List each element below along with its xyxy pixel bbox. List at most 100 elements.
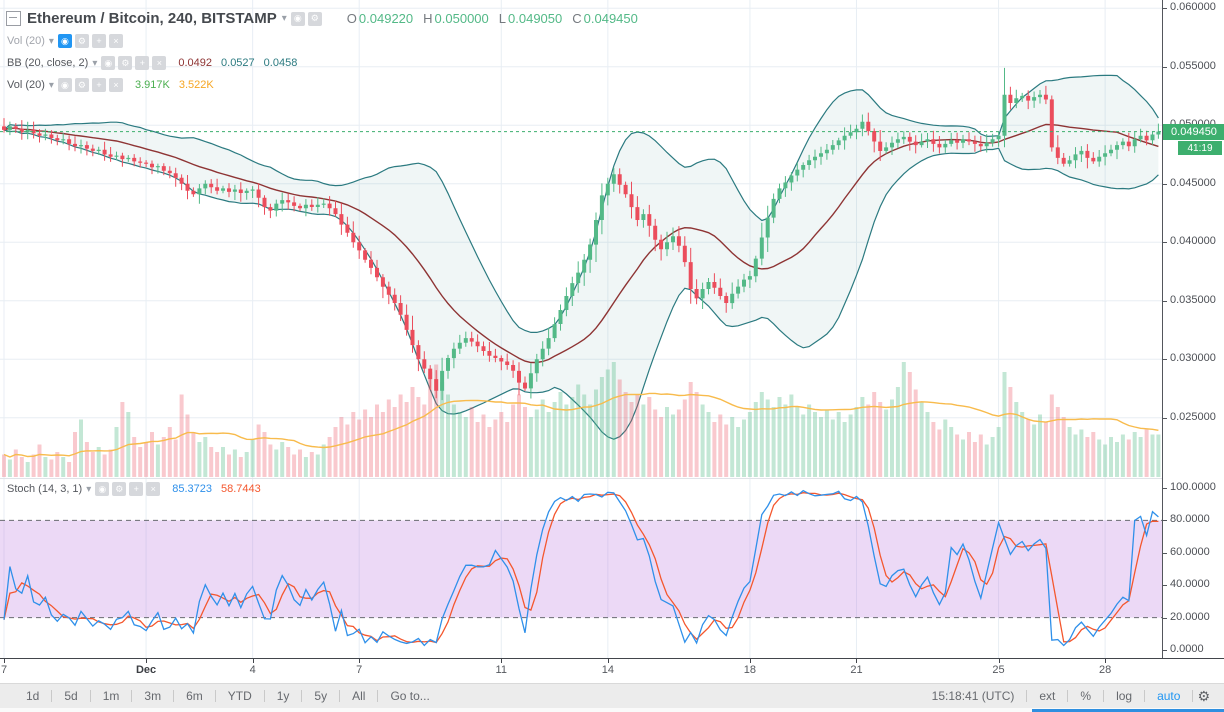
close-value: 0.049450 (583, 11, 638, 26)
eye-icon[interactable]: ◉ (290, 11, 305, 26)
time-tick (607, 659, 609, 663)
eye-icon[interactable]: ◉ (95, 482, 110, 496)
vol-ma-value: 3.522K (178, 79, 214, 91)
plus-icon[interactable]: + (91, 34, 106, 48)
chevron-down-icon[interactable]: ▾ (281, 13, 287, 24)
vol-value: 3.917K (134, 79, 170, 91)
plus-icon[interactable]: + (135, 56, 150, 70)
bar-countdown-badge: 41:19 (1178, 141, 1222, 155)
time-tick (1105, 659, 1107, 663)
percent-scale-button[interactable]: % (1080, 689, 1092, 703)
time-axis-label: 14 (601, 664, 614, 676)
range-button-5y[interactable]: 5y (314, 689, 328, 703)
close-icon[interactable]: × (152, 56, 167, 70)
pane-divider[interactable] (0, 478, 1162, 479)
range-button-6m[interactable]: 6m (186, 689, 203, 703)
high-value: 0.050000 (434, 11, 489, 26)
price-axis-label: 0.045000 (1163, 176, 1216, 189)
stoch-d-value: 58.7443 (221, 483, 261, 495)
divider (377, 690, 379, 702)
goto-button[interactable]: Go to... (390, 689, 430, 703)
divider (173, 690, 175, 702)
chevron-down-icon[interactable]: ▾ (86, 483, 92, 495)
gear-icon[interactable]: ⚙ (74, 78, 89, 92)
stoch-axis-label: 100.0000 (1163, 481, 1216, 493)
range-button-1y[interactable]: 1y (276, 689, 290, 703)
eye-icon[interactable]: ◉ (57, 34, 72, 48)
time-tick (146, 659, 148, 663)
eye-icon[interactable]: ◉ (101, 56, 116, 70)
gear-icon[interactable]: ⚙ (74, 34, 89, 48)
stoch-axis-label: 40.0000 (1163, 578, 1210, 591)
auto-button[interactable]: auto (1157, 689, 1181, 703)
price-chart[interactable] (0, 0, 1162, 478)
log-button[interactable]: log (1116, 689, 1133, 703)
settings-gear-icon[interactable]: ⚙ (1197, 687, 1210, 704)
gear-icon[interactable]: ⚙ (112, 482, 127, 496)
chevron-down-icon[interactable]: ▾ (48, 79, 54, 91)
time-axis[interactable]: 7 Dec 4 7 11 14 18 21 25 28 (0, 658, 1224, 684)
time-axis-label: 7 (356, 664, 363, 676)
collapse-pane-icon[interactable] (6, 11, 21, 26)
time-axis-label: 18 (743, 664, 757, 676)
clock-display[interactable]: 15:18:41 (UTC) (931, 689, 1015, 703)
gear-icon[interactable]: ⚙ (118, 56, 133, 70)
bb-lower-value: 0.0458 (263, 57, 298, 69)
symbol-header: Ethereum / Bitcoin, 240, BITSTAMP ▾ ◉ ⚙ … (6, 10, 638, 27)
range-button-5d[interactable]: 5d (64, 689, 78, 703)
ohlc-readout: O 0.049220 H 0.050000 L 0.049050 C 0.049450 (335, 11, 638, 26)
time-axis-label: Dec (135, 664, 157, 676)
time-axis-label: 28 (1098, 664, 1112, 676)
low-value: 0.049050 (508, 11, 563, 26)
symbol-title[interactable]: Ethereum / Bitcoin, 240, BITSTAMP (27, 10, 277, 27)
eye-icon[interactable]: ◉ (57, 78, 72, 92)
plus-icon[interactable]: + (91, 78, 106, 92)
time-axis-label: 4 (249, 664, 256, 676)
close-icon[interactable]: × (108, 78, 123, 92)
plus-icon[interactable]: + (129, 482, 144, 496)
range-button-1d[interactable]: 1d (26, 689, 40, 703)
chevron-down-icon[interactable]: ▾ (48, 35, 54, 47)
range-button-1m[interactable]: 1m (102, 689, 120, 703)
stoch-chart[interactable] (0, 478, 1162, 658)
price-axis-label: 0.060000 (1163, 1, 1216, 14)
divider (1067, 690, 1069, 702)
chevron-down-icon[interactable]: ▾ (92, 57, 98, 69)
ext-button[interactable]: ext (1039, 689, 1056, 703)
toolbar-right: 15:18:41 (UTC) ext% log auto ⚙ (920, 688, 1214, 705)
volume-ma-line (3, 392, 1159, 458)
divider (89, 690, 91, 702)
price-axis[interactable]: 0.049450 41:19 0.0600000.0550000.0500000… (1162, 0, 1224, 658)
divider (51, 690, 53, 702)
divider (339, 690, 341, 702)
close-icon[interactable]: × (146, 482, 161, 496)
time-tick (749, 659, 751, 663)
indicator-label: Vol (20) (7, 79, 45, 91)
time-axis-label: 21 (850, 664, 863, 676)
close-icon[interactable]: × (108, 34, 123, 48)
bb-upper-value: 0.0527 (221, 57, 255, 69)
range-button-3m[interactable]: 3m (144, 689, 162, 703)
price-axis-label: 0.055000 (1163, 59, 1216, 72)
low-label: L (498, 11, 507, 26)
open-value: 0.049220 (358, 11, 414, 26)
price-axis-label: 0.040000 (1163, 235, 1216, 248)
legend-vol-overlay: Vol (20) ▾ ◉ ⚙ + × (7, 34, 126, 48)
legend-bb: BB (20, close, 2) ▾ ◉ ⚙ + × 0.0492 0.052… (7, 56, 297, 70)
range-button-all[interactable]: All (352, 689, 366, 703)
time-tick (359, 659, 361, 663)
footer-strip (0, 707, 1224, 712)
bb-basis-value: 0.0492 (178, 57, 213, 69)
range-button-ytd[interactable]: YTD (227, 689, 252, 703)
time-tick (501, 659, 503, 663)
time-tick (856, 659, 858, 663)
legend-stoch: Stoch (14, 3, 1) ▾ ◉ ⚙ + × 85.3723 58.74… (7, 482, 261, 496)
gear-icon[interactable]: ⚙ (307, 11, 322, 26)
bb-basis-line (3, 123, 1159, 364)
time-tick (252, 659, 254, 663)
high-label: H (423, 11, 433, 26)
scrollbar-thumb[interactable] (1032, 709, 1224, 712)
indicator-label: Stoch (14, 3, 1) (7, 483, 83, 495)
time-tick (4, 659, 5, 663)
